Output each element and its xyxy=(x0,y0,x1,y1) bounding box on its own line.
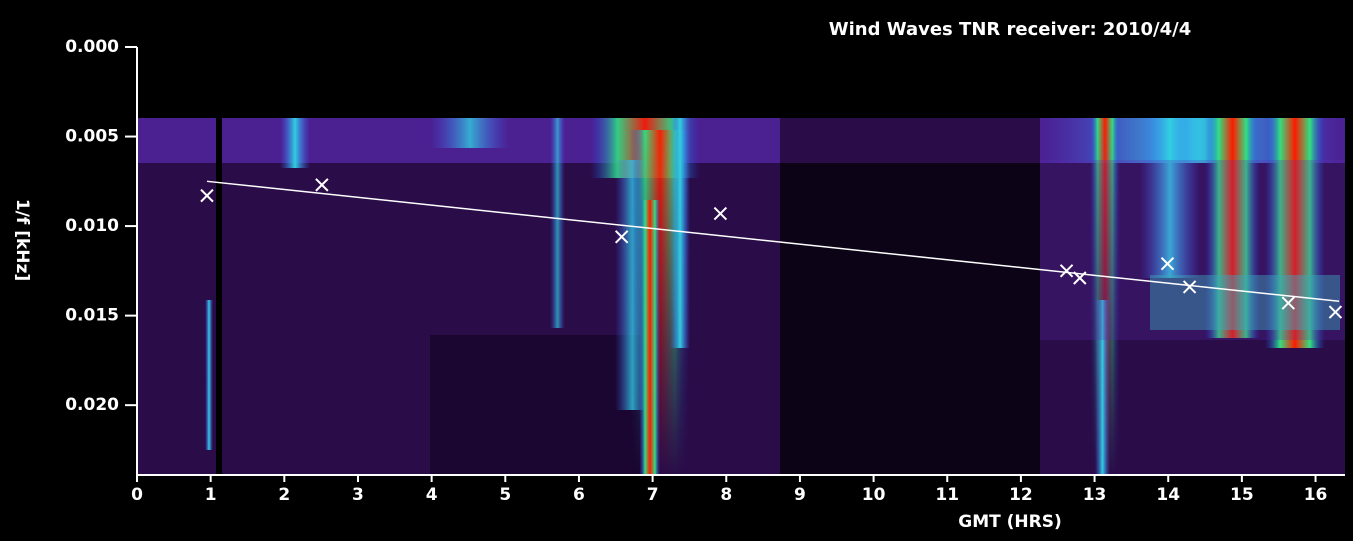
marker xyxy=(1160,256,1175,271)
marker xyxy=(614,230,629,244)
y-tick-label: 0.005 xyxy=(65,127,119,147)
x-tick-label: 14 xyxy=(1156,485,1180,505)
marker xyxy=(200,188,214,203)
x-tick-label: 5 xyxy=(499,485,511,505)
chart-title: Wind Waves TNR receiver: 2010/4/4 xyxy=(829,19,1191,40)
y-tick-label: 0.015 xyxy=(65,306,119,326)
x-tick-label: 13 xyxy=(1083,485,1107,505)
x-tick-label: 1 xyxy=(205,485,217,505)
marker xyxy=(713,206,728,221)
fit-line xyxy=(206,180,1340,303)
x-tick-label: 0 xyxy=(131,485,143,505)
x-axis-label: GMT (HRS) xyxy=(958,512,1062,532)
x-tick-label: 11 xyxy=(935,485,959,505)
x-tick-label: 3 xyxy=(352,485,364,505)
x-tick-label: 9 xyxy=(794,485,806,505)
x-tick-label: 8 xyxy=(720,485,732,505)
x-tick-label: 7 xyxy=(647,485,659,505)
marker xyxy=(315,178,329,192)
y-tick-label: 0.020 xyxy=(65,395,119,415)
x-tick-label: 2 xyxy=(278,485,290,505)
marker xyxy=(1281,296,1295,310)
y-tick-label: 0.010 xyxy=(65,216,119,236)
spectrogram xyxy=(137,118,1345,475)
marker xyxy=(1182,280,1197,294)
y-tick-label: 0.000 xyxy=(65,37,119,57)
x-tick-label: 10 xyxy=(862,485,886,505)
marker xyxy=(1059,264,1074,278)
marker xyxy=(1328,305,1343,319)
x-tick-label: 12 xyxy=(1009,485,1033,505)
x-tick-label: 4 xyxy=(426,485,438,505)
y-axis-label: 1/f [kHz] xyxy=(12,199,32,281)
x-tick-label: 6 xyxy=(573,485,585,505)
x-tick-label: 16 xyxy=(1304,485,1328,505)
x-tick-label: 15 xyxy=(1230,485,1254,505)
